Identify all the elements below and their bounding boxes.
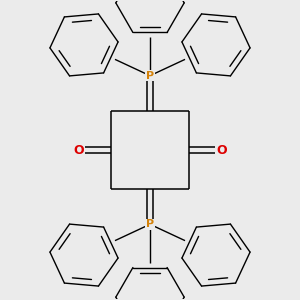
Text: O: O: [74, 143, 84, 157]
Text: P: P: [146, 71, 154, 81]
Text: O: O: [216, 143, 226, 157]
Text: P: P: [146, 219, 154, 229]
